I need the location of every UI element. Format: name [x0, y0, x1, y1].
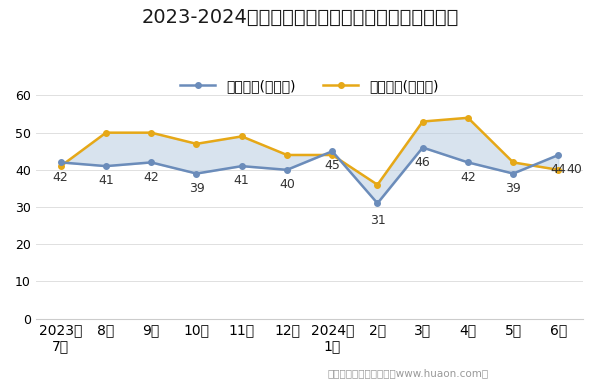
进口总额(亿美元): [103, 130, 110, 135]
出口总额(亿美元): [419, 145, 427, 150]
Text: 40: 40: [279, 178, 295, 191]
进口总额(亿美元): [148, 130, 155, 135]
出口总额(亿美元): [374, 201, 381, 206]
出口总额(亿美元): [464, 160, 472, 165]
进口总额(亿美元): [509, 160, 517, 165]
出口总额(亿美元): [329, 149, 336, 154]
进口总额(亿美元): [419, 119, 427, 124]
Text: 42: 42: [460, 171, 476, 184]
出口总额(亿美元): [555, 153, 562, 157]
Text: 41: 41: [98, 174, 114, 187]
Line: 出口总额(亿美元): 出口总额(亿美元): [58, 145, 561, 206]
进口总额(亿美元): [283, 153, 290, 157]
Text: 46: 46: [415, 156, 431, 169]
Text: 39: 39: [505, 182, 521, 195]
出口总额(亿美元): [103, 164, 110, 168]
Text: 42: 42: [53, 171, 68, 184]
出口总额(亿美元): [193, 171, 200, 176]
进口总额(亿美元): [193, 141, 200, 146]
Text: 41: 41: [234, 174, 250, 187]
Text: 制图：华经产业研究院（www.huaon.com）: 制图：华经产业研究院（www.huaon.com）: [328, 368, 488, 378]
Text: 44: 44: [551, 163, 566, 176]
出口总额(亿美元): [148, 160, 155, 165]
Legend: 出口总额(亿美元), 进口总额(亿美元): 出口总额(亿美元), 进口总额(亿美元): [175, 73, 445, 98]
出口总额(亿美元): [509, 171, 517, 176]
Text: 40: 40: [566, 163, 583, 176]
进口总额(亿美元): [329, 153, 336, 157]
出口总额(亿美元): [238, 164, 245, 168]
Text: 39: 39: [188, 182, 205, 195]
Text: 45: 45: [324, 160, 340, 173]
出口总额(亿美元): [283, 168, 290, 172]
进口总额(亿美元): [555, 168, 562, 172]
进口总额(亿美元): [238, 134, 245, 139]
Text: 42: 42: [143, 171, 159, 184]
进口总额(亿美元): [57, 164, 64, 168]
Text: 31: 31: [370, 214, 385, 227]
出口总额(亿美元): [57, 160, 64, 165]
Text: 2023-2024年辽宁省商品收发货人所在地进、出口额: 2023-2024年辽宁省商品收发货人所在地进、出口额: [142, 8, 458, 27]
进口总额(亿美元): [464, 116, 472, 120]
Line: 进口总额(亿美元): 进口总额(亿美元): [58, 115, 561, 187]
进口总额(亿美元): [374, 182, 381, 187]
